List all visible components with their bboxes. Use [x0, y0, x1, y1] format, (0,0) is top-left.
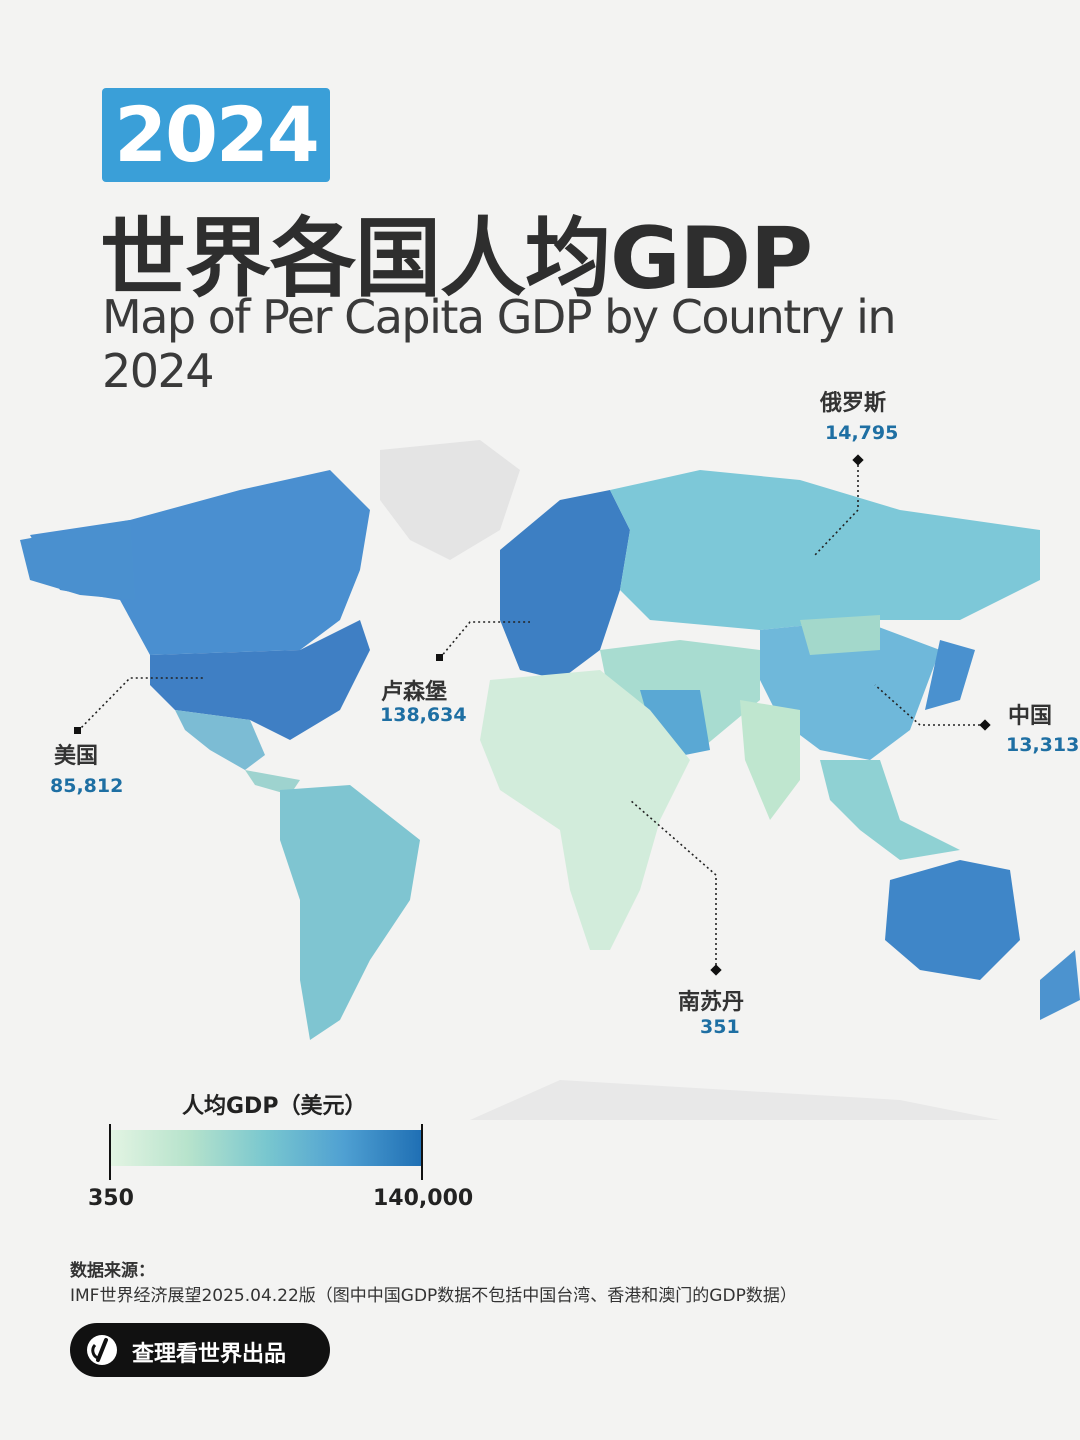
title-chinese: 世界各国人均GDP — [100, 209, 813, 309]
title-english: Map of Per Capita GDP by Country in 2024 — [102, 290, 897, 398]
region-south-america — [280, 785, 420, 1040]
region-usa — [150, 620, 370, 740]
leader-lines — [77, 460, 985, 970]
region-new-zealand — [1040, 950, 1080, 1020]
brand-label: 查理看世界出品 — [132, 1342, 287, 1367]
region-central-america — [245, 770, 300, 795]
region-greenland — [380, 440, 520, 560]
callout-russia-value: 14,795 — [825, 422, 899, 444]
brand-logo-icon — [87, 1335, 117, 1365]
marker-usa — [74, 727, 81, 734]
legend-tick-min — [109, 1124, 111, 1180]
region-se-asia — [820, 760, 960, 860]
region-alaska — [20, 520, 135, 600]
region-africa — [480, 670, 690, 950]
region-china — [760, 620, 940, 760]
region-russia — [610, 470, 1040, 630]
leader-china — [874, 684, 985, 726]
source-label: 数据来源： — [70, 1261, 155, 1281]
world-map: 俄罗斯 14,795 卢森堡 138,634 美国 85,812 中国 13,3… — [0, 391, 1080, 1120]
callout-usa-name: 美国 — [54, 744, 99, 769]
callout-china-value: 13,313 — [1006, 734, 1080, 756]
region-japan — [925, 640, 975, 710]
region-antarctica — [470, 1080, 1000, 1120]
legend-gradient-bar — [110, 1130, 422, 1166]
marker-china — [979, 719, 991, 731]
callout-usa-value: 85,812 — [50, 775, 124, 797]
callout-luxembourg-name: 卢森堡 — [381, 680, 448, 705]
leader-south-sudan — [629, 799, 717, 970]
region-india — [740, 700, 800, 820]
brand-badge: 查理看世界出品 — [70, 1323, 330, 1377]
legend-title: 人均GDP（美元） — [182, 1094, 367, 1119]
marker-russia — [852, 454, 864, 466]
region-europe — [500, 490, 630, 680]
leader-luxembourg — [439, 621, 530, 659]
callout-china-name: 中国 — [1008, 704, 1053, 729]
world-map-svg — [20, 440, 1080, 1120]
year-badge: 2024 — [102, 88, 330, 182]
callout-russia-name: 俄罗斯 — [820, 391, 887, 416]
marker-south-sudan — [710, 964, 722, 976]
callout-south-sudan-name: 南苏丹 — [678, 990, 745, 1015]
legend-tick-max — [421, 1124, 423, 1180]
legend-max: 140,000 — [373, 1186, 474, 1211]
callout-south-sudan-value: 351 — [700, 1016, 740, 1038]
region-canada — [30, 470, 370, 655]
source-text: IMF世界经济展望2025.04.22版（图中中国GDP数据不包括中国台湾、香港… — [70, 1286, 797, 1306]
legend-min: 350 — [88, 1186, 134, 1211]
marker-luxembourg — [436, 654, 443, 661]
region-australia — [885, 860, 1020, 980]
region-mongolia — [800, 615, 880, 655]
region-mexico — [175, 710, 265, 770]
callout-luxembourg-value: 138,634 — [380, 704, 467, 726]
leader-russia — [814, 460, 859, 556]
